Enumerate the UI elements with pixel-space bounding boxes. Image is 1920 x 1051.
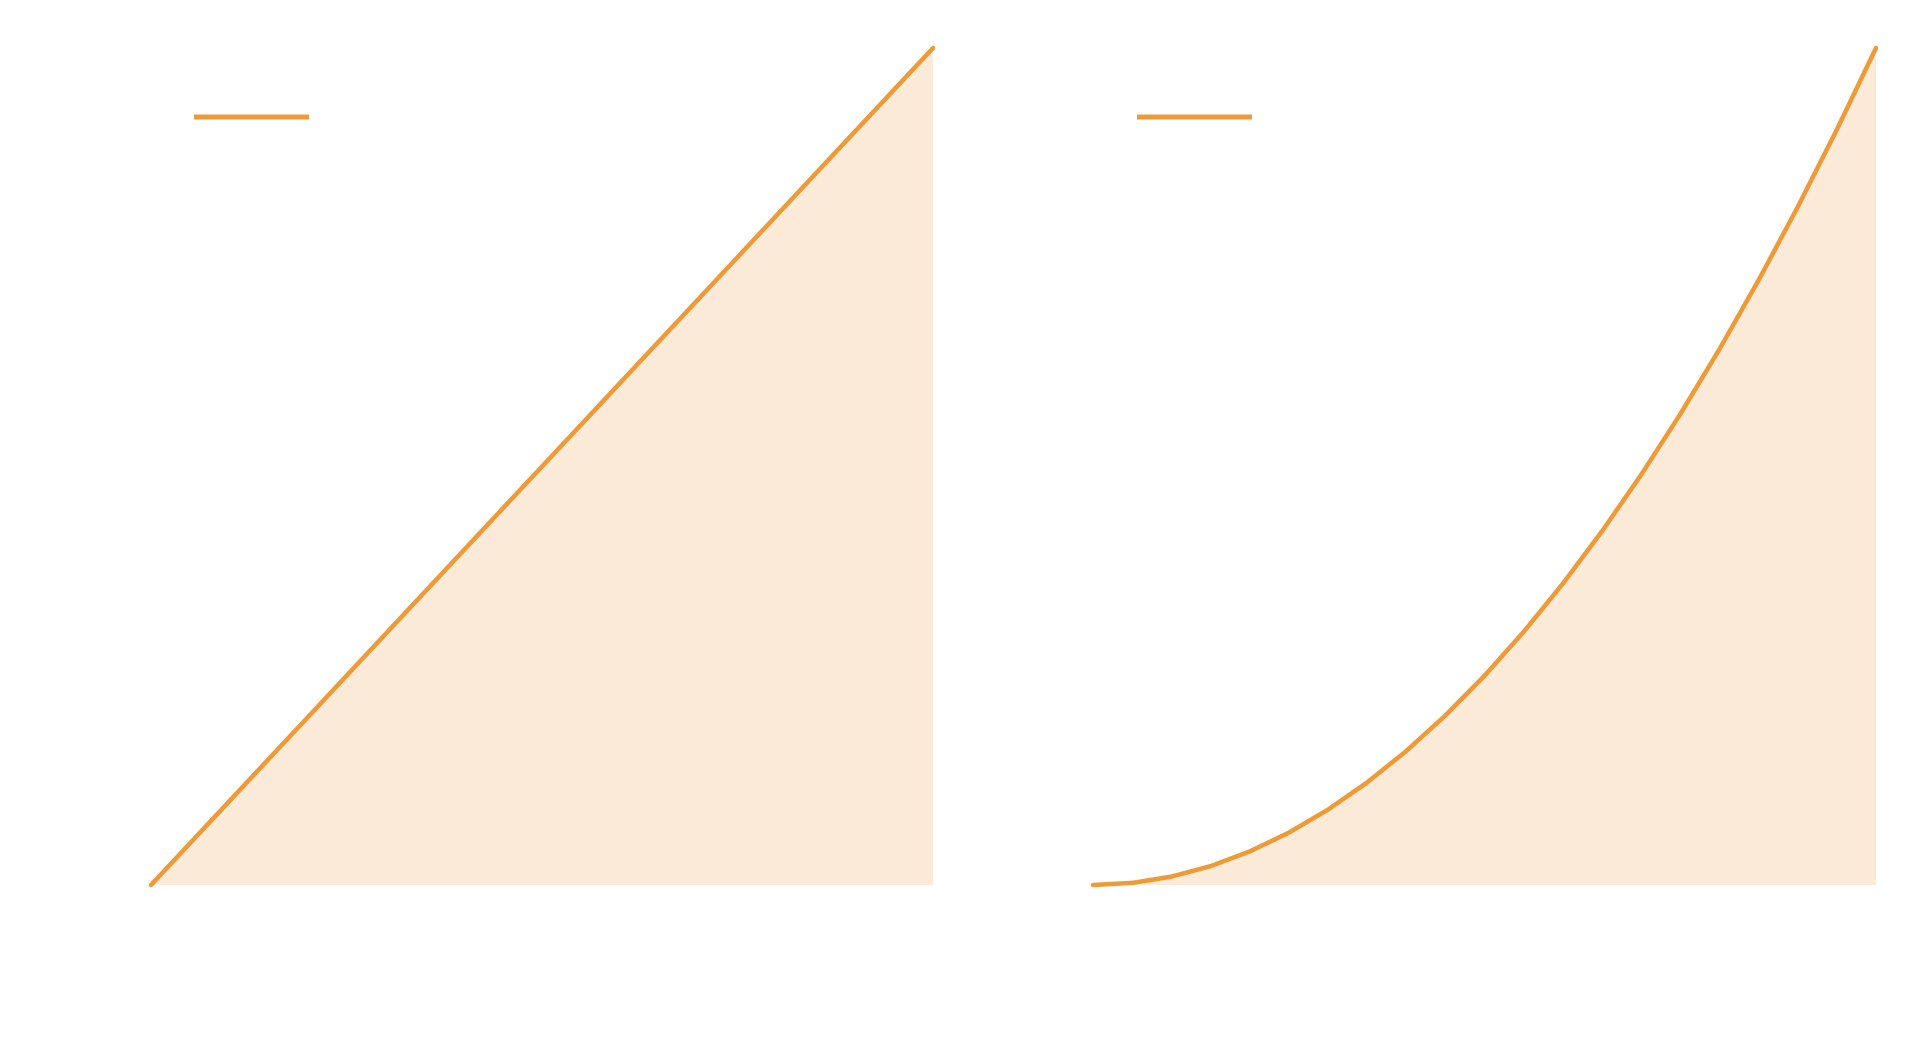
series-line-linear: [148, 45, 936, 888]
series-line-quadratic: [1090, 45, 1879, 888]
linear-area-chart: [148, 45, 936, 888]
area-fill-quadratic: [1093, 48, 1876, 885]
quadratic-area-chart: [1090, 45, 1879, 888]
